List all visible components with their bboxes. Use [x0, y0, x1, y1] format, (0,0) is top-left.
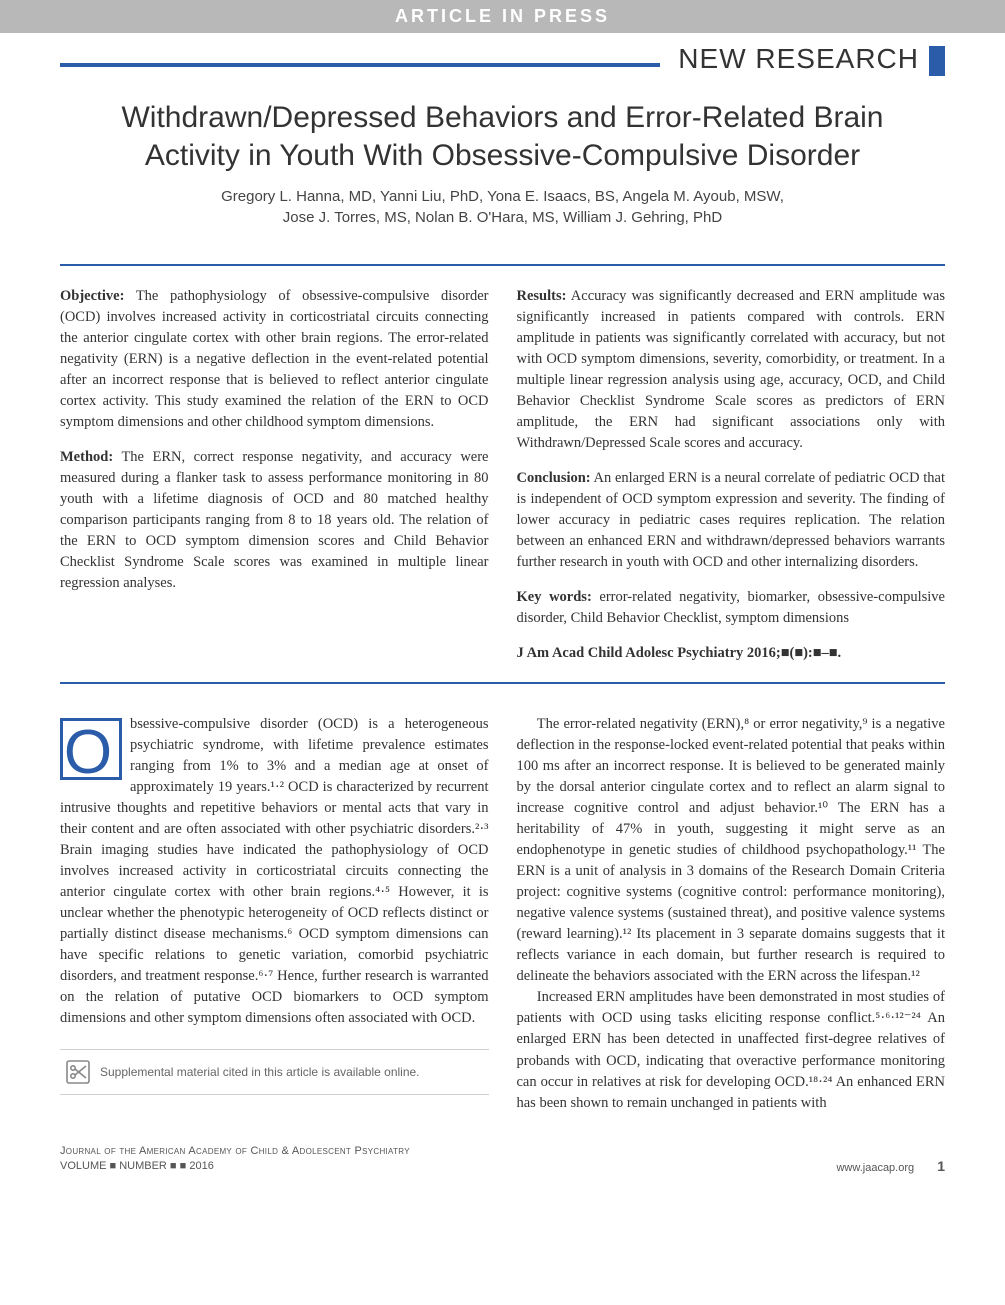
article-in-press-banner: ARTICLE IN PRESS: [0, 0, 1005, 33]
page-footer: Journal of the American Academy of Child…: [60, 1144, 945, 1175]
article-title: Withdrawn/Depressed Behaviors and Error-…: [110, 99, 895, 174]
authors-line-2: Jose J. Torres, MS, Nolan B. O'Hara, MS,…: [283, 209, 722, 226]
abstract: Objective: The pathophysiology of obsess…: [60, 264, 945, 684]
results-label: Results:: [517, 288, 567, 304]
volume-line: VOLUME ■ NUMBER ■ ■ 2016: [60, 1159, 410, 1174]
objective-text: The pathophysiology of obsessive-compuls…: [60, 288, 489, 430]
abstract-objective: Objective: The pathophysiology of obsess…: [60, 286, 489, 433]
supplemental-note: Supplemental material cited in this arti…: [60, 1049, 489, 1095]
abstract-method: Method: The ERN, correct response negati…: [60, 447, 489, 594]
page-number: 1: [937, 1158, 945, 1174]
footer-left: Journal of the American Academy of Child…: [60, 1144, 410, 1175]
p1-text: bsessive-compulsive disorder (OCD) is a …: [60, 716, 489, 1026]
section-label: NEW RESEARCH: [660, 43, 945, 76]
body-paragraph-1: Obsessive-compulsive disorder (OCD) is a…: [60, 714, 489, 1029]
method-label: Method:: [60, 449, 113, 465]
scissors-icon: [66, 1060, 90, 1084]
p2-text: The error-related negativity (ERN),⁸ or …: [517, 716, 946, 984]
header-rule: NEW RESEARCH: [60, 63, 945, 67]
supplemental-text: Supplemental material cited in this arti…: [100, 1064, 420, 1081]
objective-label: Objective:: [60, 288, 124, 304]
article-body: Obsessive-compulsive disorder (OCD) is a…: [60, 714, 945, 1113]
authors: Gregory L. Hanna, MD, Yanni Liu, PhD, Yo…: [110, 186, 895, 228]
body-paragraph-2: The error-related negativity (ERN),⁸ or …: [517, 714, 946, 987]
authors-line-1: Gregory L. Hanna, MD, Yanni Liu, PhD, Yo…: [221, 188, 784, 205]
journal-name: Journal of the American Academy of Child…: [60, 1144, 410, 1159]
conclusion-label: Conclusion:: [517, 470, 591, 486]
keywords-label: Key words:: [517, 589, 592, 605]
results-text: Accuracy was significantly decreased and…: [517, 288, 946, 451]
dropcap: O: [60, 718, 122, 780]
abstract-results: Results: Accuracy was significantly decr…: [517, 286, 946, 454]
citation-text: J Am Acad Child Adolesc Psychiatry 2016;…: [517, 645, 842, 661]
abstract-citation: J Am Acad Child Adolesc Psychiatry 2016;…: [517, 643, 946, 664]
p3-text: Increased ERN amplitudes have been demon…: [517, 989, 946, 1110]
body-paragraph-3: Increased ERN amplitudes have been demon…: [517, 987, 946, 1113]
abstract-conclusion: Conclusion: An enlarged ERN is a neural …: [517, 468, 946, 573]
footer-right: www.jaacap.org 1: [836, 1158, 945, 1174]
journal-url: www.jaacap.org: [836, 1162, 914, 1174]
title-block: Withdrawn/Depressed Behaviors and Error-…: [0, 67, 1005, 240]
abstract-keywords: Key words: error-related negativity, bio…: [517, 587, 946, 629]
method-text: The ERN, correct response negativity, an…: [60, 449, 489, 591]
